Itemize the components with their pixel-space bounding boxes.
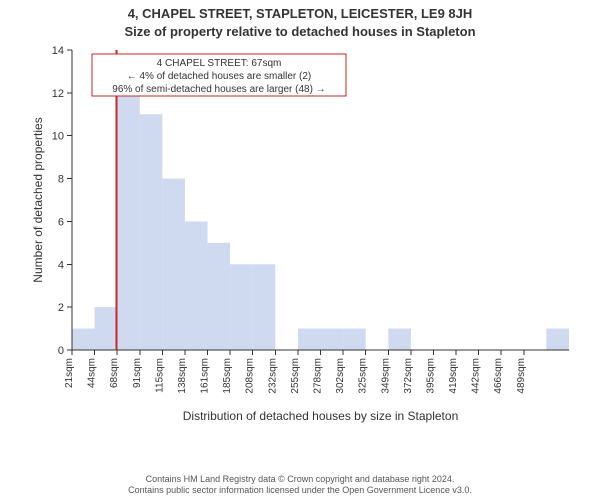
x-axis-label: Distribution of detached houses by size … xyxy=(183,409,459,423)
x-tick-label: 44sqm xyxy=(87,358,98,388)
footer-line-1: Contains HM Land Registry data © Crown c… xyxy=(0,474,600,485)
y-tick-label: 12 xyxy=(52,88,64,100)
histogram-bar xyxy=(253,264,276,350)
annotation-line-2: ← 4% of detached houses are smaller (2) xyxy=(127,71,312,82)
chart-container: 0 2 4 6 8 10 12 14 21sqm 44sqm 68sqm 91sqm 115sqm 138… xyxy=(30,44,575,432)
y-tick-label: 4 xyxy=(58,259,64,271)
x-tick-label: 208sqm xyxy=(245,358,256,394)
annotation-line-1: 4 CHAPEL STREET: 67sqm xyxy=(157,58,282,69)
x-tick-label: 419sqm xyxy=(448,358,459,394)
y-tick-label: 2 xyxy=(58,302,64,314)
x-tick-label: 372sqm xyxy=(403,358,414,394)
annotation-line-3: 96% of semi-detached houses are larger (… xyxy=(112,84,325,95)
y-tick-label: 14 xyxy=(52,45,64,57)
y-tick-label: 6 xyxy=(58,216,64,228)
histogram-bar xyxy=(95,307,118,350)
x-tick-label: 349sqm xyxy=(380,358,391,394)
histogram-bar xyxy=(343,329,366,350)
x-tick-label: 395sqm xyxy=(425,358,436,394)
x-tick-label: 138sqm xyxy=(177,358,188,394)
page-subtitle: Size of property relative to detached ho… xyxy=(0,24,600,39)
y-tick-label: 10 xyxy=(52,131,64,143)
x-tick-label: 68sqm xyxy=(109,358,120,388)
x-tick-label: 91sqm xyxy=(132,358,143,388)
x-tick-label: 489sqm xyxy=(516,358,527,394)
x-tick-label: 255sqm xyxy=(290,358,301,394)
histogram-bar xyxy=(321,329,344,350)
histogram-bar xyxy=(140,114,163,350)
histogram-bar xyxy=(162,179,185,350)
x-tick-label: 325sqm xyxy=(358,358,369,394)
x-tick-label: 185sqm xyxy=(222,358,233,394)
histogram-chart: 0 2 4 6 8 10 12 14 21sqm 44sqm 68sqm 91sqm 115sqm 138… xyxy=(30,44,575,432)
histogram-bar xyxy=(230,264,253,350)
x-tick-label: 278sqm xyxy=(313,358,324,394)
x-tick-label: 115sqm xyxy=(154,358,165,393)
y-tick-label: 0 xyxy=(58,345,64,357)
histogram-bar xyxy=(546,329,569,350)
x-tick-label: 21sqm xyxy=(64,358,75,388)
histogram-bar xyxy=(208,243,231,350)
histogram-bar xyxy=(185,221,208,350)
footer: Contains HM Land Registry data © Crown c… xyxy=(0,474,600,497)
x-tick-label: 466sqm xyxy=(493,358,504,394)
histogram-bar xyxy=(72,329,95,350)
page-root: 4, CHAPEL STREET, STAPLETON, LEICESTER, … xyxy=(0,0,600,500)
footer-line-2: Contains public sector information licen… xyxy=(0,485,600,496)
page-title: 4, CHAPEL STREET, STAPLETON, LEICESTER, … xyxy=(0,6,600,21)
y-axis-label: Number of detached properties xyxy=(31,117,45,282)
y-tick-label: 8 xyxy=(58,174,64,186)
x-tick-label: 161sqm xyxy=(200,358,211,394)
x-tick-label: 302sqm xyxy=(335,358,346,394)
x-tick-label: 232sqm xyxy=(267,358,278,394)
x-tick-label: 442sqm xyxy=(471,358,482,394)
histogram-bar xyxy=(117,93,140,350)
histogram-bar xyxy=(388,329,411,350)
histogram-bar xyxy=(298,329,321,350)
